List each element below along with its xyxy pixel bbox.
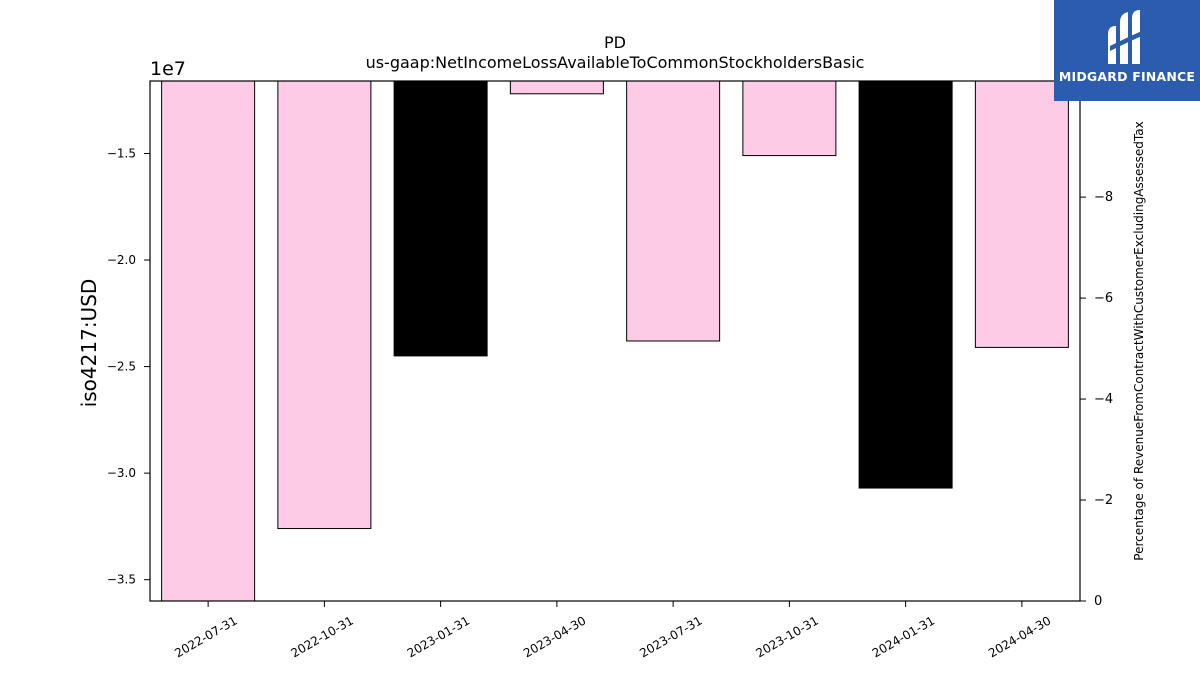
x-tick-label: 2023-10-31 (753, 613, 820, 660)
bar-2023-10-31 (742, 80, 837, 157)
y2-axis-label: Percentage of RevenueFromContractWithCus… (1132, 121, 1146, 560)
y-tick-label: −1.5 (107, 146, 136, 160)
x-tick-label: 2023-07-31 (637, 613, 704, 660)
bar-2023-07-31 (626, 80, 721, 342)
y-tick-label: −2.0 (107, 253, 136, 267)
y-multiplier-label: 1e7 (150, 58, 186, 80)
y-tick-label: −3.5 (107, 573, 136, 587)
y-axis-ticks: −3.5 −3.0 −2.5 −2.0 −1.5 (107, 146, 150, 587)
bar-2024-01-31 (858, 80, 953, 489)
logo-text: MIDGARD FINANCE (1058, 69, 1196, 84)
y2-tick-label: −4 (1094, 392, 1113, 407)
bar-2024-04-30 (974, 80, 1069, 348)
y2-axis-ticks: 0 −2 −4 −6 −8 (1080, 190, 1113, 609)
y-axis-label: iso4217:USD (77, 279, 101, 408)
y2-tick-label: −8 (1094, 190, 1113, 205)
y2-tick-label: −2 (1094, 493, 1113, 508)
chart-title: PD (604, 33, 626, 52)
chart-subtitle: us-gaap:NetIncomeLossAvailableToCommonSt… (366, 53, 865, 72)
x-tick-label: 2023-01-31 (405, 613, 472, 660)
bar-2022-07-31 (161, 80, 256, 602)
logo: MIDGARD FINANCE (1054, 0, 1200, 101)
x-tick-label: 2022-10-31 (288, 613, 355, 660)
y-tick-label: −2.5 (107, 360, 136, 374)
y2-tick-label: −6 (1094, 291, 1113, 306)
x-tick-label: 2023-04-30 (521, 613, 588, 660)
x-tick-label: 2024-01-31 (870, 613, 937, 660)
bars (161, 80, 1069, 602)
bar-2023-01-31 (393, 80, 488, 357)
plot-frame (149, 80, 1081, 602)
logo-mark-icon (1108, 10, 1144, 64)
x-axis-ticks: 2022-07-31 2022-10-31 2023-01-31 2023-04-30… (172, 601, 1053, 660)
y-tick-label: −3.0 (107, 466, 136, 480)
x-tick-label: 2022-07-31 (172, 613, 239, 660)
x-tick-label: 2024-04-30 (986, 613, 1053, 660)
bar-2023-04-30 (509, 80, 604, 95)
y2-tick-label: 0 (1094, 594, 1102, 609)
bar-2022-10-31 (277, 80, 372, 530)
